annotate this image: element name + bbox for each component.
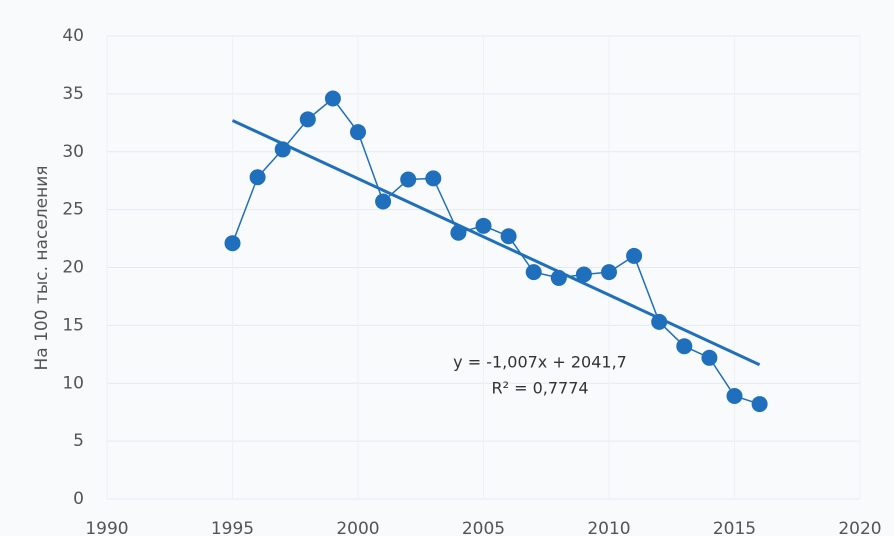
x-tick-label: 2005 (462, 519, 505, 536)
point (299, 111, 316, 128)
point (425, 170, 442, 187)
point (651, 313, 668, 330)
x-tick-label: 1990 (85, 519, 128, 536)
point (324, 90, 341, 107)
point (274, 141, 291, 158)
y-tick-label: 25 (62, 200, 84, 220)
r-squared: R² = 0,7774 (491, 379, 588, 398)
series-line (231, 97, 760, 405)
x-tick-label: 2010 (587, 519, 630, 536)
point (626, 247, 643, 264)
point (726, 387, 743, 404)
y-tick-label: 35 (62, 84, 84, 104)
y-tick-label: 5 (73, 431, 84, 451)
y-tick-label: 30 (62, 142, 84, 162)
point (601, 264, 617, 281)
trendline (231, 119, 761, 367)
y-tick-label: 10 (62, 373, 84, 393)
y-axis-label: На 100 тыс. населения (32, 166, 52, 371)
point (550, 269, 567, 286)
point (701, 349, 718, 366)
y-tick-label: 40 (62, 26, 84, 46)
point (249, 169, 266, 186)
point (676, 338, 693, 355)
x-tick-label: 2015 (713, 519, 756, 536)
point (400, 171, 417, 188)
point (751, 396, 768, 413)
equation: y = -1,007x + 2041,7 (453, 353, 627, 372)
point (375, 193, 392, 210)
x-tick-label: 2020 (838, 519, 881, 536)
point (224, 235, 241, 252)
y-tick-label: 20 (62, 258, 84, 278)
x-tick-label: 2000 (336, 519, 379, 536)
point (500, 228, 517, 245)
y-tick-label: 15 (62, 315, 84, 335)
x-tick-label: 1995 (211, 519, 254, 536)
y-tick-label: 0 (73, 489, 84, 509)
point (525, 264, 542, 281)
point (350, 124, 366, 141)
point (475, 217, 492, 234)
point (450, 224, 467, 241)
point (575, 266, 592, 283)
